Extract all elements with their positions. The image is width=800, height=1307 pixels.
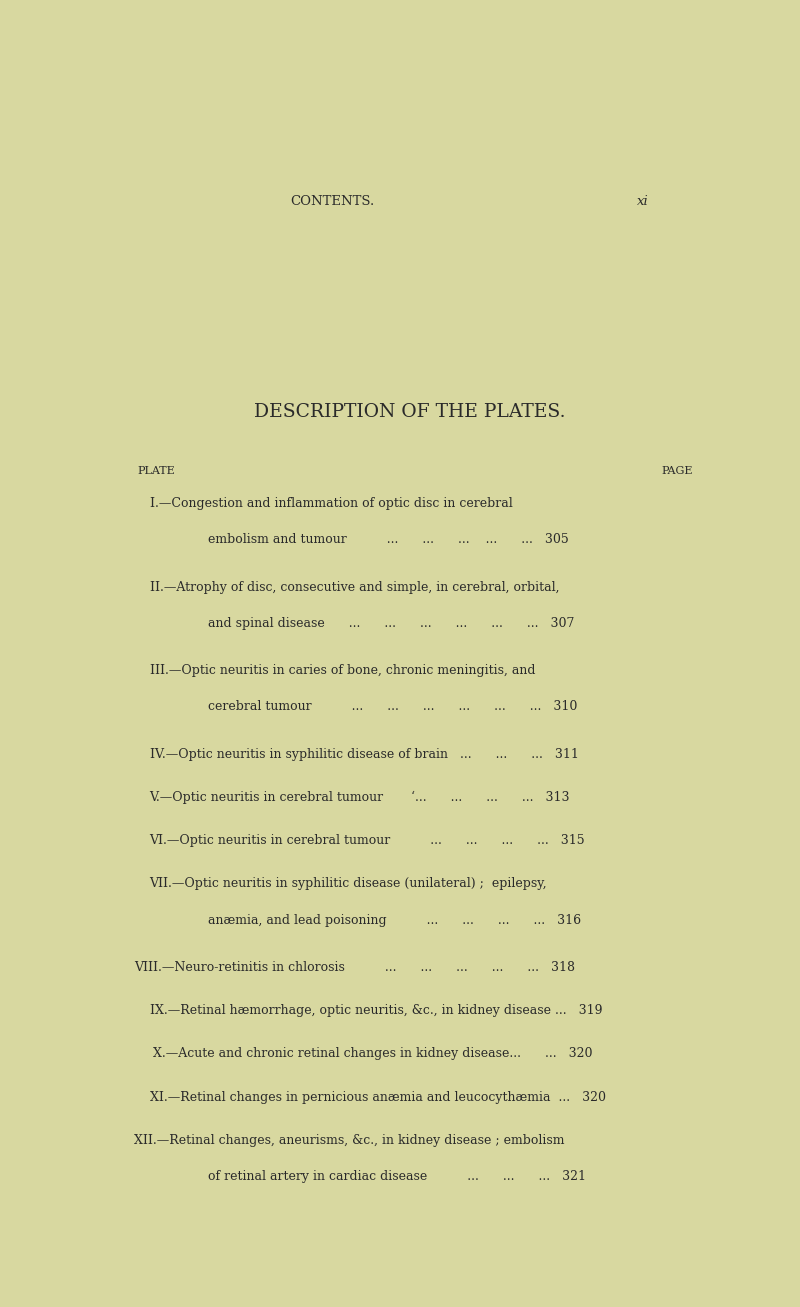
Text: and spinal disease      ...      ...      ...      ...      ...      ...   307: and spinal disease ... ... ... ... ... .… [209,617,575,630]
Text: I.—Congestion and inflammation of optic disc in cerebral: I.—Congestion and inflammation of optic … [150,497,512,510]
Text: IV.—Optic neuritis in syphilitic disease of brain   ...      ...      ...   311: IV.—Optic neuritis in syphilitic disease… [150,748,578,761]
Text: VII.—Optic neuritis in syphilitic disease (unilateral) ;  epilepsy,: VII.—Optic neuritis in syphilitic diseas… [150,877,547,890]
Text: VIII.—Neuro-retinitis in chlorosis          ...      ...      ...      ...      : VIII.—Neuro-retinitis in chlorosis ... .… [134,961,575,974]
Text: CONTENTS.: CONTENTS. [290,195,374,208]
Text: V.—Optic neuritis in cerebral tumour       ‘...      ...      ...      ...   313: V.—Optic neuritis in cerebral tumour ‘..… [150,791,570,804]
Text: II.—Atrophy of disc, consecutive and simple, in cerebral, orbital,: II.—Atrophy of disc, consecutive and sim… [150,580,559,593]
Text: xi: xi [637,195,648,208]
Text: X.—Acute and chronic retinal changes in kidney disease...      ...   320: X.—Acute and chronic retinal changes in … [153,1047,592,1060]
Text: VI.—Optic neuritis in cerebral tumour          ...      ...      ...      ...   : VI.—Optic neuritis in cerebral tumour ..… [150,834,586,847]
Text: cerebral tumour          ...      ...      ...      ...      ...      ...   310: cerebral tumour ... ... ... ... ... ... … [209,701,578,714]
Text: XII.—Retinal changes, aneurisms, &c., in kidney disease ; embolism: XII.—Retinal changes, aneurisms, &c., in… [134,1134,565,1148]
Text: III.—Optic neuritis in caries of bone, chronic meningitis, and: III.—Optic neuritis in caries of bone, c… [150,664,535,677]
Text: of retinal artery in cardiac disease          ...      ...      ...   321: of retinal artery in cardiac disease ...… [209,1170,586,1183]
Text: anæmia, and lead poisoning          ...      ...      ...      ...   316: anæmia, and lead poisoning ... ... ... .… [209,914,582,927]
Text: embolism and tumour          ...      ...      ...    ...      ...   305: embolism and tumour ... ... ... ... ... … [209,533,570,546]
Text: XI.—Retinal changes in pernicious anæmia and leucocythæmia  ...   320: XI.—Retinal changes in pernicious anæmia… [150,1091,606,1104]
Text: IX.—Retinal hæmorrhage, optic neuritis, &c., in kidney disease ...   319: IX.—Retinal hæmorrhage, optic neuritis, … [150,1004,602,1017]
Text: DESCRIPTION OF THE PLATES.: DESCRIPTION OF THE PLATES. [254,404,566,421]
Text: PAGE: PAGE [661,465,693,476]
Text: PLATE: PLATE [138,465,175,476]
